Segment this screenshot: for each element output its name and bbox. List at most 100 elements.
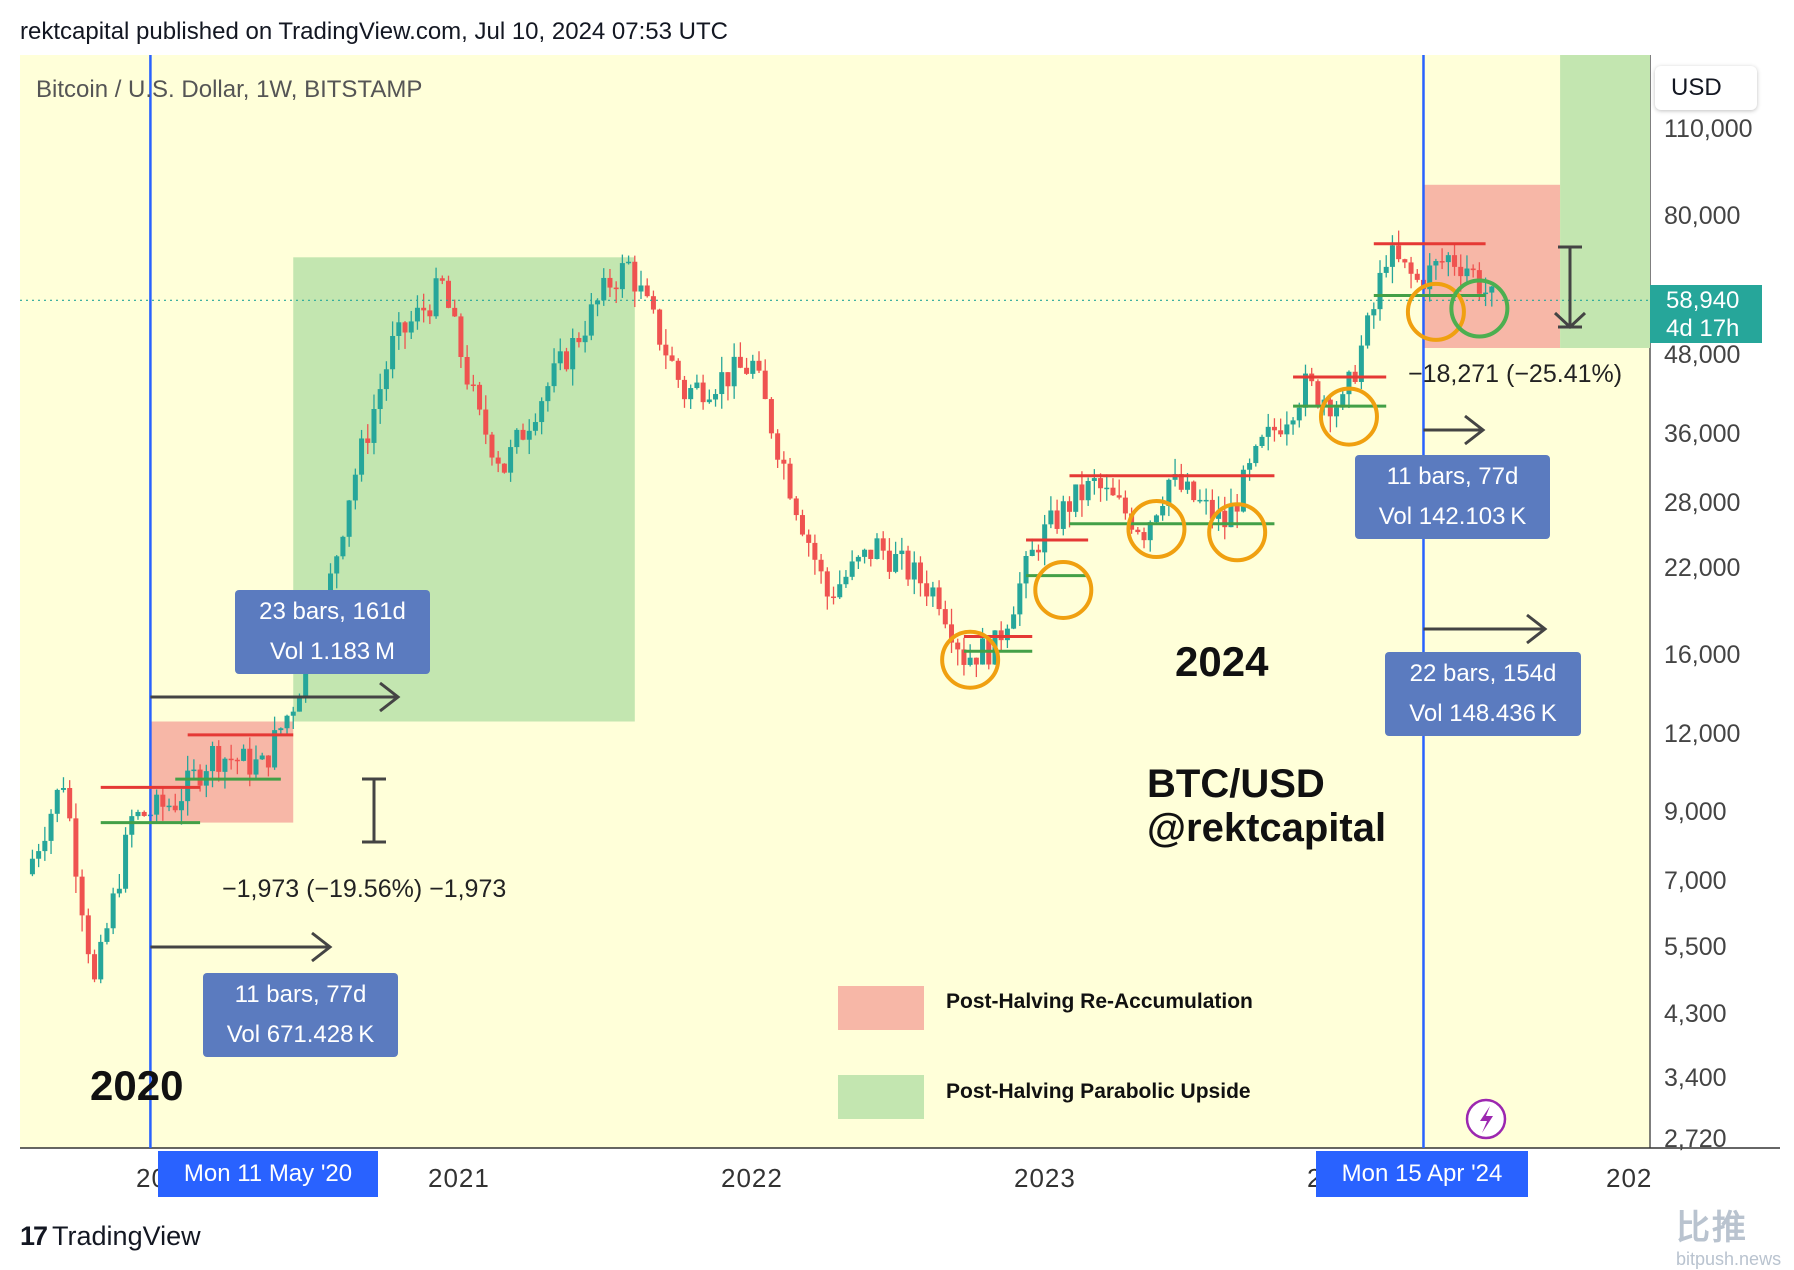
- candle-body: [222, 758, 228, 772]
- candle-body: [477, 384, 483, 410]
- candle-body: [247, 748, 253, 775]
- candle-body: [663, 344, 669, 356]
- tradingview-brand-text: TradingView: [52, 1221, 201, 1251]
- candle-body: [60, 788, 66, 790]
- candle-body: [1458, 266, 1464, 277]
- candle-body: [768, 399, 774, 434]
- candle-body: [1067, 501, 1073, 512]
- candle-body: [1035, 549, 1041, 553]
- x-tick-label: 2023: [1014, 1163, 1076, 1193]
- candle-body: [706, 399, 712, 403]
- candle-body: [1029, 549, 1035, 556]
- candle-body: [464, 356, 470, 385]
- candle-body: [408, 321, 414, 333]
- candle-body: [1439, 261, 1445, 263]
- legend-label-parabolic: Post-Halving Parabolic Upside: [946, 1080, 1251, 1103]
- candle-body: [129, 816, 135, 835]
- candle-body: [1302, 373, 1308, 408]
- candle-body: [775, 433, 781, 460]
- candle-body: [98, 941, 104, 980]
- range-label-2020-short: 11 bars, 77d Vol 671.428 K: [203, 973, 398, 1057]
- candle-body: [377, 389, 383, 410]
- candle-body: [79, 876, 85, 916]
- candle-body: [737, 356, 743, 368]
- candle-body: [1334, 407, 1340, 417]
- candle-body: [414, 307, 420, 322]
- watermark: 比推 bitpush.news: [1600, 1200, 1781, 1270]
- y-tick-label: 16,000: [1664, 641, 1741, 670]
- candle-body: [588, 304, 594, 336]
- candle-body: [632, 261, 638, 292]
- candle-body: [1315, 381, 1321, 406]
- range-label-line2: Vol 1.183 M: [270, 638, 395, 665]
- candle-body: [1129, 513, 1135, 530]
- candle-body: [73, 818, 79, 877]
- candle-body: [439, 278, 445, 281]
- candle-body: [1042, 524, 1048, 553]
- range-label-2024-short: 11 bars, 77d Vol 142.103 K: [1355, 455, 1550, 539]
- currency-button[interactable]: USD: [1655, 66, 1757, 110]
- candle-body: [1402, 259, 1408, 263]
- y-tick-label: 110,000: [1664, 115, 1753, 143]
- candle-body: [54, 789, 60, 814]
- candle-body: [421, 307, 427, 311]
- candle-body: [278, 728, 284, 731]
- candle-body: [1389, 245, 1395, 267]
- candle-body: [1234, 504, 1240, 512]
- candle-body: [1396, 245, 1402, 260]
- candle-body: [650, 296, 656, 310]
- brand-text: BTC/USD @rektcapital: [1147, 762, 1386, 850]
- candle-body: [154, 794, 160, 815]
- candle-body: [346, 500, 352, 537]
- candle-body: [1147, 522, 1153, 541]
- candle-body: [601, 277, 607, 301]
- candle-body: [1383, 266, 1389, 273]
- publisher-line: rektcapital published on TradingView.com…: [20, 18, 728, 45]
- candle-body: [1048, 510, 1054, 525]
- candle-body: [48, 813, 54, 841]
- candle-body: [1116, 495, 1122, 498]
- candle-body: [445, 280, 451, 308]
- candle-body: [359, 438, 365, 475]
- candle-body: [1098, 478, 1104, 489]
- candle-body: [613, 287, 619, 290]
- candle-body: [1197, 499, 1203, 502]
- candle-body: [508, 447, 514, 473]
- candle-body: [1054, 510, 1060, 529]
- candle-body: [352, 474, 358, 501]
- candle-body: [290, 711, 296, 716]
- candle-body: [942, 609, 948, 625]
- tradingview-logo[interactable]: 17 TradingView: [20, 1221, 201, 1252]
- range-label-line2: Vol 142.103 K: [1378, 503, 1527, 530]
- candle-body: [1191, 481, 1197, 501]
- candle-body: [284, 715, 290, 729]
- candle-body: [762, 370, 768, 400]
- candle-body: [489, 434, 495, 458]
- candle-body: [905, 550, 911, 580]
- candle-body: [930, 587, 936, 597]
- candle-body: [1445, 255, 1451, 263]
- candle-body: [831, 596, 837, 599]
- candle-body: [470, 384, 476, 387]
- candle-body: [253, 759, 259, 775]
- candle-body: [1209, 499, 1215, 519]
- candle-body: [1414, 273, 1420, 280]
- candle-body: [1247, 463, 1253, 470]
- retest-circle-current: [1449, 278, 1510, 339]
- candle-body: [1408, 262, 1414, 274]
- retest-circle: [940, 629, 1001, 690]
- watermark-cn: 比推: [1676, 1209, 1748, 1247]
- candle-body: [1011, 614, 1017, 629]
- candle-body: [824, 571, 830, 597]
- drawdown-label-2024: −18,271 (−25.41%): [1408, 360, 1623, 388]
- candle-body: [458, 316, 464, 357]
- candle-body: [104, 928, 110, 942]
- drawdown-label-2020: −1,973 (−19.56%) −1,973: [222, 875, 507, 903]
- candle-body: [917, 562, 923, 584]
- candle-body: [1004, 628, 1010, 641]
- candle-body: [793, 498, 799, 516]
- candle-body: [911, 562, 917, 580]
- bar-countdown: 4d 17h: [1666, 315, 1740, 342]
